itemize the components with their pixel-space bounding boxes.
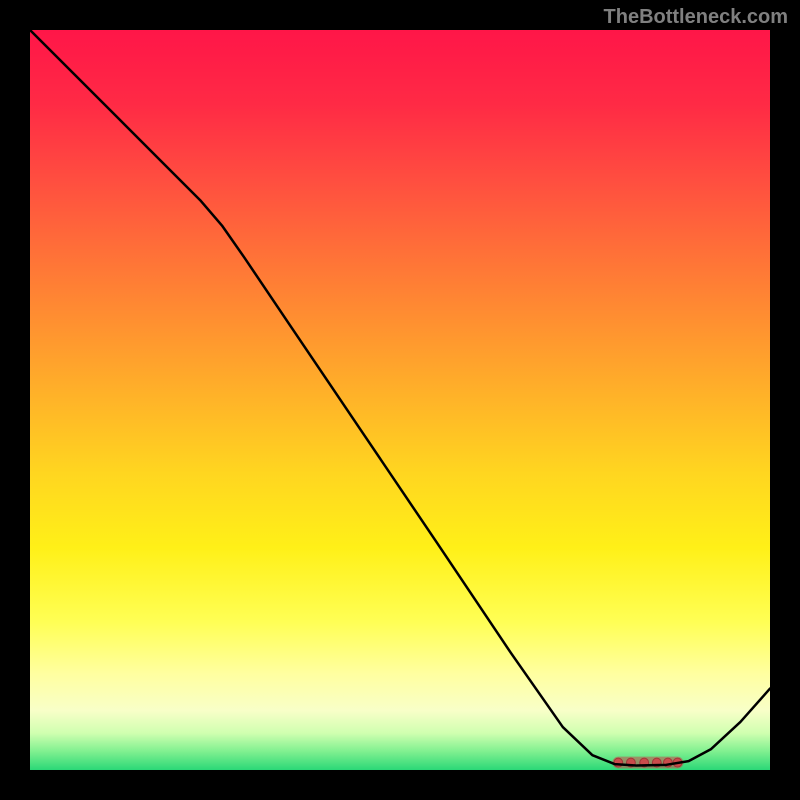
chart-svg (0, 0, 800, 800)
figure-root: TheBottleneck.com (0, 0, 800, 800)
watermark-text: TheBottleneck.com (604, 6, 788, 29)
